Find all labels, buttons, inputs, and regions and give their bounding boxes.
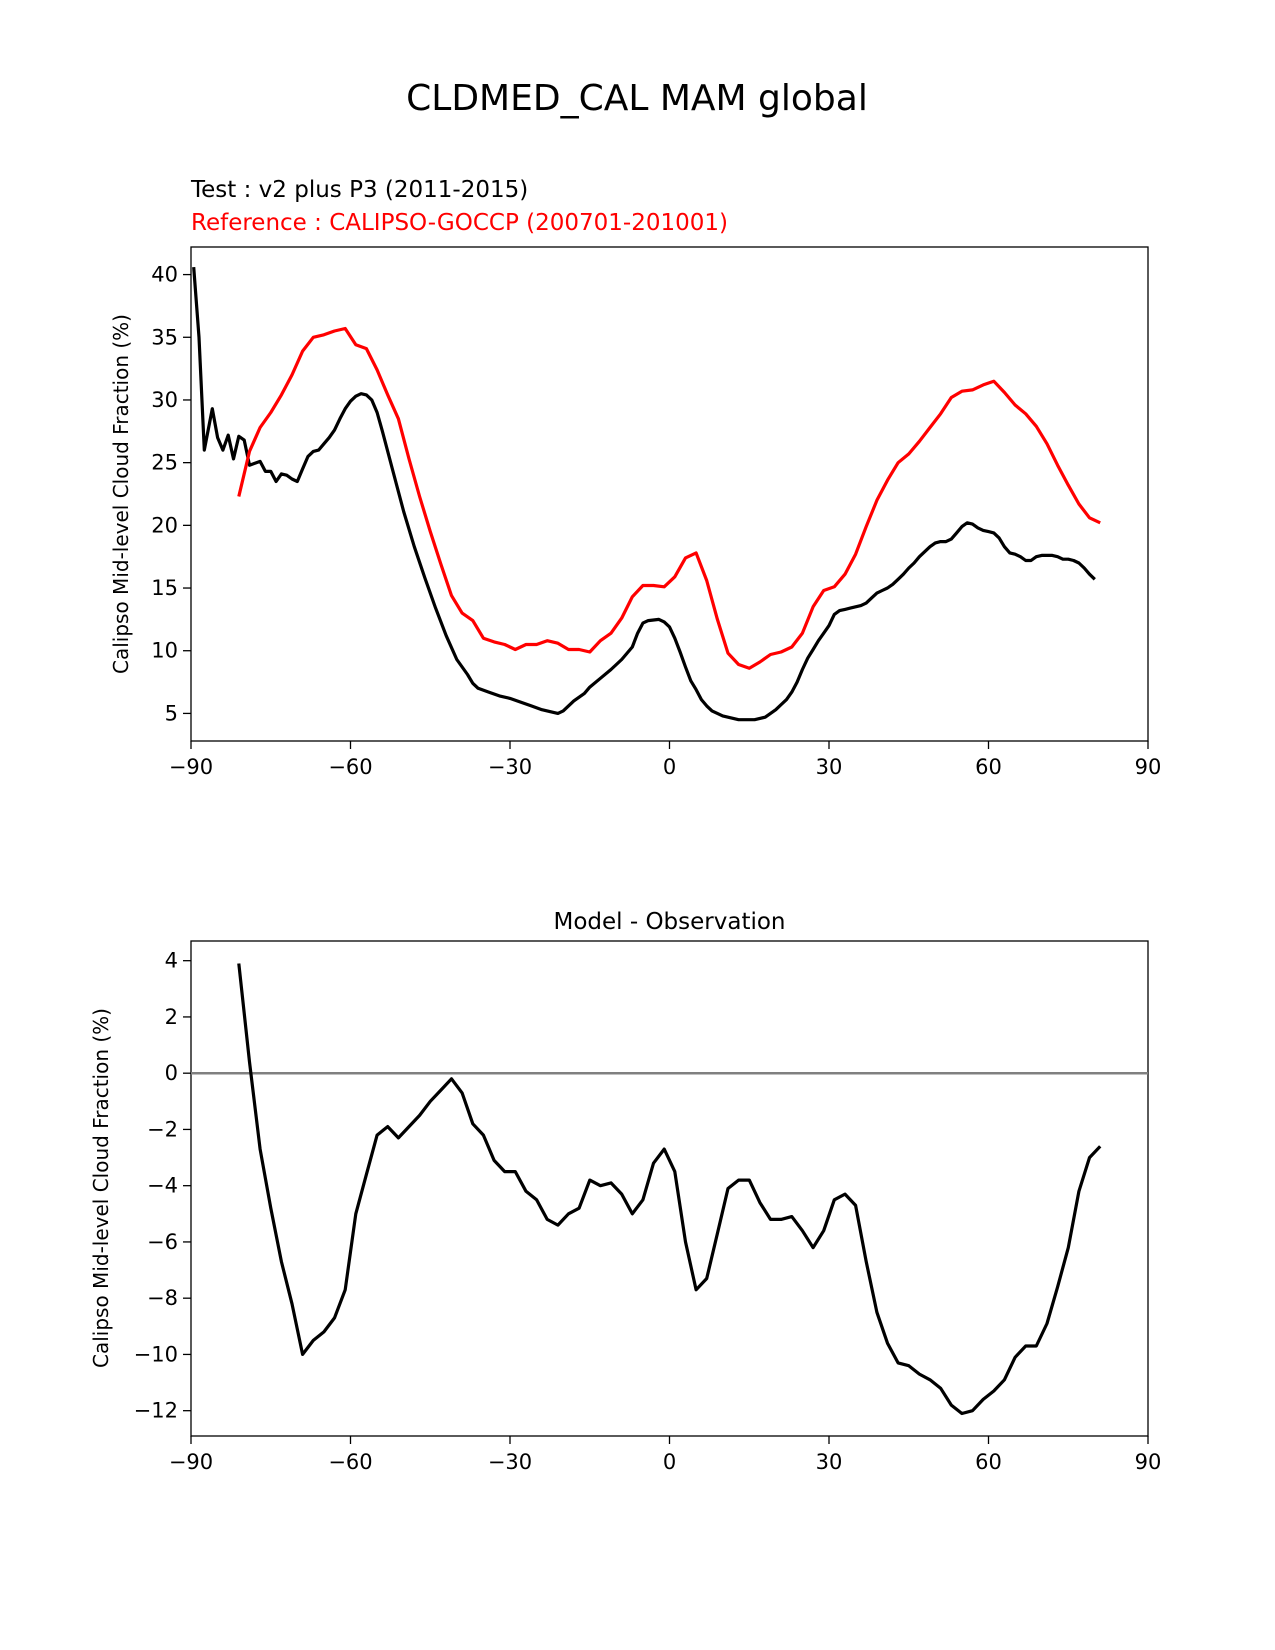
y-tick-label: −6: [147, 1230, 178, 1254]
plot-title: Model - Observation: [553, 909, 785, 935]
x-tick-label: −90: [169, 755, 213, 779]
y-tick-label: −4: [147, 1174, 178, 1198]
x-tick-label: 0: [663, 755, 676, 779]
x-tick-label: 60: [975, 1450, 1002, 1474]
y-tick-label: 35: [151, 325, 178, 349]
x-tick-label: 0: [663, 1450, 676, 1474]
x-tick-label: 90: [1135, 1450, 1162, 1474]
series-line-secondary: [237, 326, 1101, 670]
y-tick-label: 20: [151, 513, 178, 537]
y-tick-label: −2: [147, 1117, 178, 1141]
x-tick-label: 90: [1135, 755, 1162, 779]
y-tick-label: 4: [165, 949, 178, 973]
plot-frame: [190, 246, 1149, 742]
y-tick-label: 0: [165, 1061, 178, 1085]
x-tick-label: −30: [488, 1450, 532, 1474]
x-tick-label: 60: [975, 755, 1002, 779]
x-tick-label: −60: [328, 755, 372, 779]
y-tick-label: 30: [151, 388, 178, 412]
test-label: Test : v2 plus P3 (2011-2015): [190, 177, 528, 203]
x-tick-label: 30: [816, 1450, 843, 1474]
reference-label: Reference : CALIPSO-GOCCP (200701-201001…: [191, 210, 728, 236]
y-tick-label: 10: [151, 639, 178, 663]
y-tick-label: 15: [151, 576, 178, 600]
y-tick-label: 25: [151, 451, 178, 475]
x-tick-label: −30: [488, 755, 532, 779]
y-tick-label: −12: [134, 1399, 178, 1423]
top-line-plot: −90 −60 −30 0 30 60 90 5 10 15 20 25 30 35 40 Calipso M…: [109, 246, 1162, 779]
difference-line-plot: −90 −60 −30 0 30 60 90 4 2 0 −2 −4 −6 −8 −10 −12 Calipso…: [89, 909, 1161, 1474]
x-tick-label: 30: [816, 755, 843, 779]
figure-title: CLDMED_CAL MAM global: [406, 78, 868, 119]
y-axis-label: Calipso Mid-level Cloud Fraction (%): [109, 314, 133, 674]
y-tick-label: 2: [165, 1005, 178, 1029]
series-line-primary: [192, 266, 1096, 722]
plot-frame: [190, 940, 1149, 1437]
y-tick-label: 40: [151, 263, 178, 287]
y-tick-label: −10: [134, 1342, 178, 1366]
series-line-primary: [237, 963, 1102, 1416]
y-axis-label: Calipso Mid-level Cloud Fraction (%): [89, 1008, 113, 1368]
x-tick-label: −90: [169, 1450, 213, 1474]
y-tick-label: 5: [165, 701, 178, 725]
y-tick-label: −8: [147, 1286, 178, 1310]
x-tick-label: −60: [328, 1450, 372, 1474]
